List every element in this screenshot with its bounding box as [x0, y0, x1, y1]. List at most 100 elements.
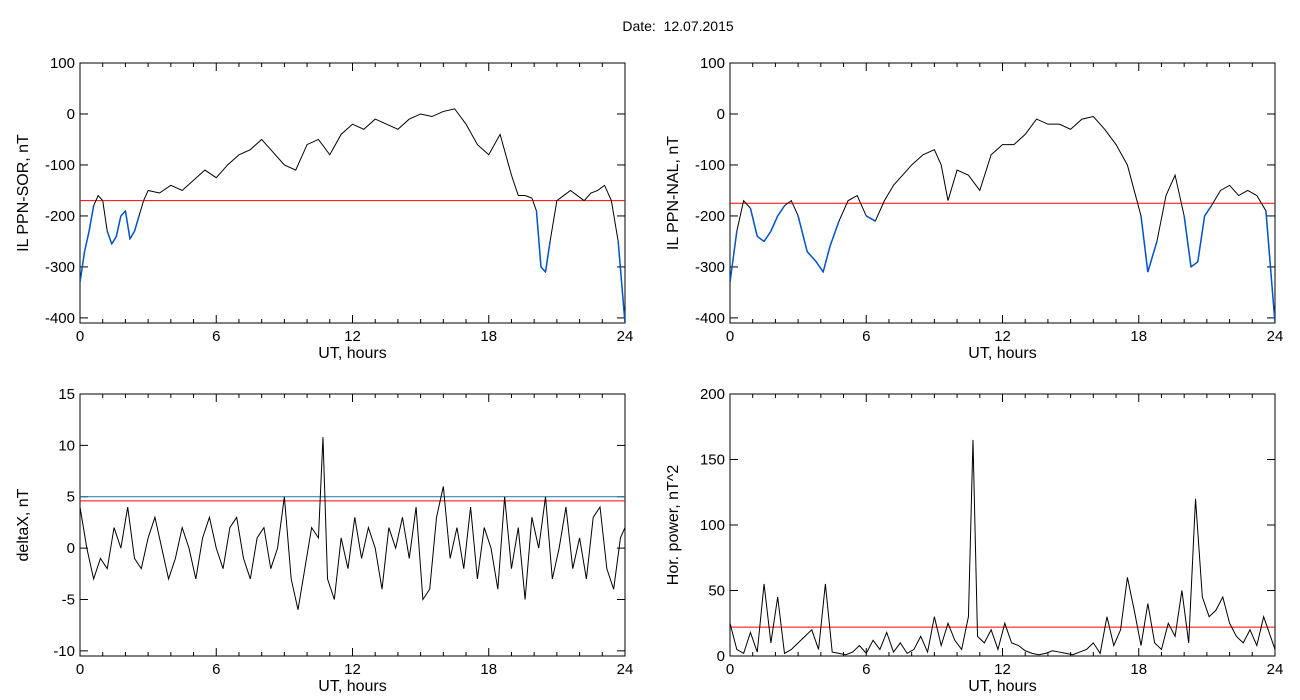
plot-frame [79, 62, 626, 324]
x-tick-label: 12 [344, 661, 361, 678]
series-segment-below [806, 251, 817, 263]
x-tick-label: 0 [726, 328, 734, 345]
y-tick-label: 0 [717, 648, 725, 665]
y-axis-label: Hor. power, nT^2 [665, 465, 682, 586]
series-segment-below [777, 205, 786, 217]
x-axis-label: UT, hours [318, 345, 386, 362]
y-tick-label: 100 [700, 517, 725, 534]
series-segment-below [829, 220, 840, 247]
series-segment-below [1183, 215, 1192, 268]
y-axis-label: IL PPN-SOR, nT [15, 134, 32, 252]
x-tick-label: 24 [1267, 661, 1284, 678]
y-tick-label: -400 [45, 310, 75, 327]
series-segment-below [80, 251, 86, 283]
x-tick-label: 0 [726, 661, 734, 678]
y-tick-label: 5 [67, 489, 75, 506]
x-tick-label: 12 [994, 661, 1011, 678]
series-segment-below [749, 208, 758, 237]
y-tick-label: 15 [58, 386, 75, 403]
x-tick-label: 18 [480, 328, 497, 345]
panel-hor-power: 0 6 12 18 24 200 150 100 50 0 UT, hours Hor. power,… [665, 386, 1283, 695]
x-tick-label: 6 [212, 661, 220, 678]
series-segment-below [83, 231, 90, 252]
series-line [80, 437, 625, 610]
series-segment-below [1197, 215, 1206, 262]
series-segment-below [1140, 215, 1149, 273]
y-tick-label: 50 [708, 583, 725, 600]
x-tick-label: 0 [76, 661, 84, 678]
series-segment-below [763, 230, 772, 242]
y-tick-label: -200 [695, 208, 725, 225]
series-segment-below [1147, 241, 1158, 273]
date-value: 12.07.2015 [663, 18, 734, 34]
series-segment-below [1190, 261, 1199, 268]
date-label: Date: [622, 18, 656, 34]
panel-il-ppn-nal: 0 6 12 18 24 100 0 -100 -200 -300 -400 UT, hours IL … [665, 55, 1283, 362]
y-tick-label: -200 [45, 208, 75, 225]
series-segment-below [124, 210, 131, 240]
y-tick-label: 100 [50, 55, 75, 72]
series-segment-below [756, 235, 765, 243]
x-tick-label: 18 [1130, 328, 1147, 345]
series-segment-below [822, 246, 831, 273]
series-segment-below [770, 215, 779, 232]
x-tick-label: 24 [1267, 328, 1284, 345]
y-tick-label: 0 [717, 106, 725, 123]
series-segment-below [120, 210, 126, 217]
y-axis-label: IL PPN-NAL, nT [665, 136, 682, 250]
y-tick-label: -300 [695, 259, 725, 276]
figure-title: Date: 12.07.2015 [0, 18, 1300, 34]
x-tick-label: 12 [994, 328, 1011, 345]
series-segment-below [115, 215, 122, 237]
series-segment-below [730, 231, 738, 283]
y-tick-label: 0 [67, 106, 75, 123]
y-tick-label: 10 [58, 437, 75, 454]
plot-frame [729, 393, 1276, 657]
x-tick-label: 12 [344, 328, 361, 345]
series-segment-below [797, 215, 808, 252]
series-segment-below [865, 215, 876, 222]
plot-frame [79, 393, 626, 657]
series-segment-below [1203, 205, 1213, 217]
series-segment-below [815, 261, 824, 273]
x-axis-label: UT, hours [318, 678, 386, 695]
y-tick-label: -400 [695, 310, 725, 327]
series-segment-below [88, 205, 95, 232]
series-segment-below [133, 215, 140, 232]
y-tick-label: -5 [62, 591, 75, 608]
y-tick-label: -100 [45, 157, 75, 174]
y-tick-label: 100 [700, 55, 725, 72]
plot-frame [729, 62, 1276, 324]
series-line [730, 439, 1275, 656]
x-tick-label: 18 [1130, 661, 1147, 678]
panel-deltax: 0 6 12 18 24 15 10 5 0 -5 -10 UT, hours deltaX, nT [15, 386, 633, 695]
x-tick-label: 6 [212, 328, 220, 345]
x-tick-label: 6 [862, 661, 870, 678]
x-tick-label: 0 [76, 328, 84, 345]
series-segment-below [540, 266, 547, 273]
x-axis-label: UT, hours [968, 678, 1036, 695]
series-line [80, 108, 625, 323]
x-axis-label: UT, hours [968, 345, 1036, 362]
y-tick-label: 150 [700, 452, 725, 469]
series-segment-below [106, 230, 113, 245]
y-tick-label: 0 [67, 540, 75, 557]
x-tick-label: 18 [480, 661, 497, 678]
series-segment-below [129, 230, 136, 240]
y-tick-label: -10 [53, 643, 75, 660]
x-tick-label: 24 [617, 328, 634, 345]
y-tick-label: -100 [695, 157, 725, 174]
series-line [730, 115, 1275, 323]
series-segment-below [1265, 210, 1275, 323]
panel-il-ppn-sor: 0 6 12 18 24 100 0 -100 -200 -300 -400 UT, hours IL … [15, 55, 633, 362]
series-segment-below [544, 241, 551, 273]
y-axis-label: deltaX, nT [15, 488, 32, 561]
series-segment-below [111, 235, 117, 245]
y-tick-label: 200 [700, 386, 725, 403]
series-segment-below [535, 210, 542, 267]
x-tick-label: 24 [617, 661, 634, 678]
x-tick-label: 6 [862, 328, 870, 345]
series-segment-below [617, 241, 625, 323]
y-tick-label: -300 [45, 259, 75, 276]
